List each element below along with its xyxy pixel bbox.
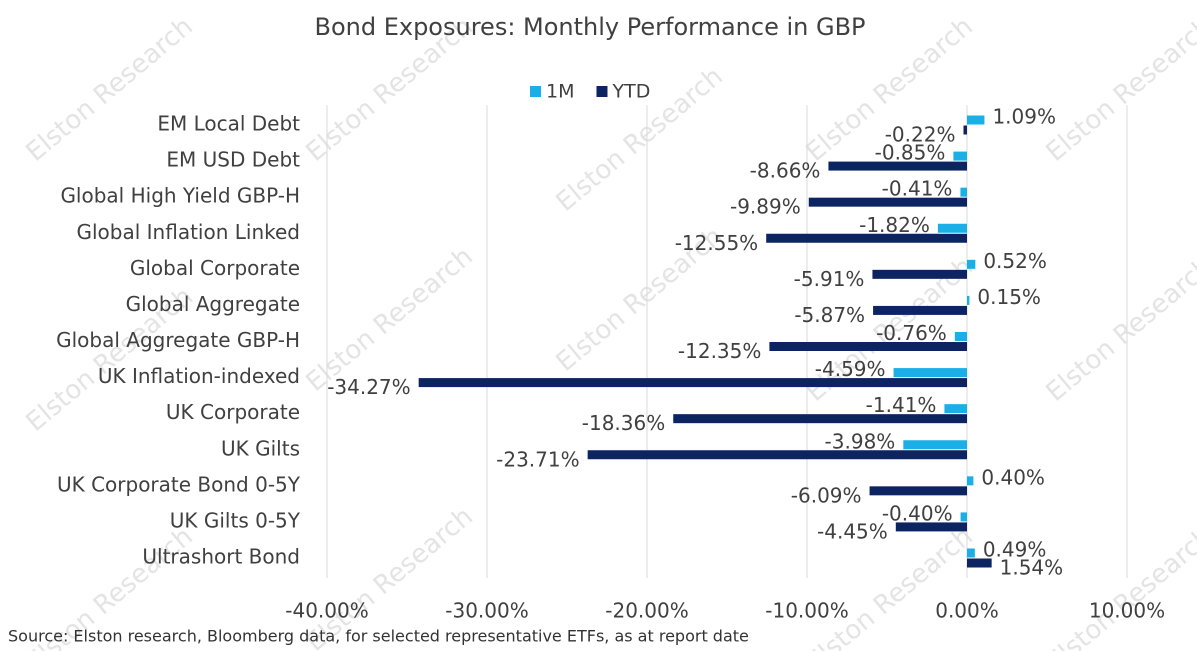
bar xyxy=(769,342,967,351)
x-tick-label: -30.00% xyxy=(445,599,528,623)
bar xyxy=(418,378,967,388)
bar xyxy=(967,295,970,305)
watermark: Elston Research xyxy=(1041,251,1197,407)
value-label: 0.52% xyxy=(983,249,1047,273)
source-note: Source: Elston research, Bloomberg data,… xyxy=(8,627,749,646)
value-label: 0.15% xyxy=(977,285,1041,309)
category-label: Global Inflation Linked xyxy=(77,220,301,244)
bar xyxy=(873,305,967,315)
category-label: UK Gilts 0-5Y xyxy=(170,508,301,532)
bar xyxy=(869,486,967,496)
value-label: -8.66% xyxy=(750,159,821,183)
value-label: -0.41% xyxy=(882,177,953,201)
value-label: -34.27% xyxy=(327,375,410,399)
value-label: -5.91% xyxy=(794,267,865,291)
value-label: -12.35% xyxy=(678,339,761,363)
value-label: -1.41% xyxy=(866,393,937,417)
category-label: UK Corporate Bond 0-5Y xyxy=(57,472,301,496)
bar xyxy=(963,125,967,135)
x-tick-label: -10.00% xyxy=(765,599,848,623)
value-label: -0.85% xyxy=(875,141,946,165)
x-tick-label: 10.00% xyxy=(1089,599,1165,623)
watermark: Elston Research xyxy=(21,11,199,167)
category-label: Global Corporate xyxy=(130,256,300,280)
bar xyxy=(828,161,967,171)
bar xyxy=(967,548,975,558)
legend-swatch xyxy=(530,86,541,97)
category-label: EM USD Debt xyxy=(166,148,300,172)
x-tick-label: -20.00% xyxy=(605,599,688,623)
x-tick-label: 0.00% xyxy=(935,599,999,623)
legend-label: YTD xyxy=(611,81,650,103)
bar xyxy=(673,414,967,424)
bar xyxy=(967,115,985,125)
bar xyxy=(967,558,992,568)
bar xyxy=(937,223,967,233)
value-label: 1.09% xyxy=(992,105,1056,129)
value-label: -0.40% xyxy=(882,501,953,525)
value-label: -0.22% xyxy=(885,123,956,147)
category-label: UK Gilts xyxy=(221,436,300,460)
watermark: Elston Research xyxy=(1041,521,1197,651)
value-label: -1.82% xyxy=(859,213,930,237)
bar xyxy=(954,332,967,341)
value-label: -18.36% xyxy=(582,411,665,435)
value-label: -3.98% xyxy=(825,429,896,453)
bar xyxy=(944,404,967,414)
bar xyxy=(895,522,967,532)
bar xyxy=(808,197,967,207)
watermark: Elston Research xyxy=(1041,11,1197,167)
bar xyxy=(967,259,976,269)
bar xyxy=(903,440,967,450)
legend-swatch xyxy=(596,86,608,97)
bar xyxy=(872,269,967,279)
category-label: Ultrashort Bond xyxy=(142,545,300,569)
value-label: -6.09% xyxy=(791,483,862,507)
category-label: UK Corporate xyxy=(166,400,300,424)
value-label: -23.71% xyxy=(496,447,579,471)
category-label: Global High Yield GBP-H xyxy=(60,184,300,208)
value-label: -0.76% xyxy=(876,321,947,345)
category-label: Global Aggregate xyxy=(126,292,300,316)
bar xyxy=(587,450,967,460)
bar xyxy=(967,476,974,486)
value-label: -9.89% xyxy=(730,195,801,219)
value-label: 1.54% xyxy=(1000,556,1064,580)
value-label: 0.40% xyxy=(981,465,1045,489)
chart-title: Bond Exposures: Monthly Performance in G… xyxy=(314,13,865,41)
bar xyxy=(960,187,967,197)
value-label: -4.45% xyxy=(817,519,888,543)
bar xyxy=(893,368,967,378)
value-label: -4.59% xyxy=(815,357,886,381)
category-label: Global Aggregate GBP-H xyxy=(56,328,300,352)
category-label: UK Inflation-indexed xyxy=(98,364,300,388)
bar xyxy=(953,151,967,161)
category-label: EM Local Debt xyxy=(157,112,300,136)
bar xyxy=(766,233,967,243)
legend-label: 1M xyxy=(546,81,574,103)
value-label: 0.49% xyxy=(983,538,1047,562)
x-tick-label: -40.00% xyxy=(285,599,368,623)
value-label: -12.55% xyxy=(675,231,758,255)
bar xyxy=(960,512,967,522)
value-label: -5.87% xyxy=(794,303,865,327)
